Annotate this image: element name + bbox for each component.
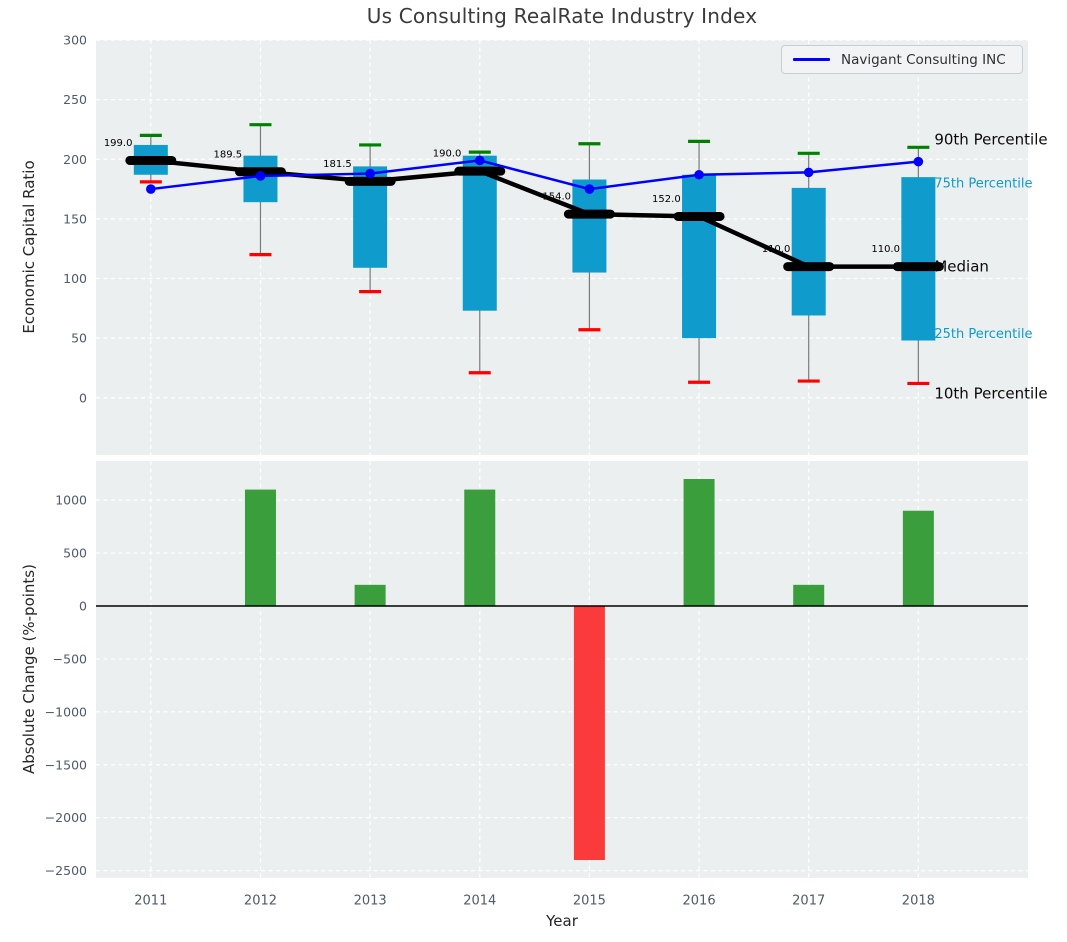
y-tick-label: 1000: [55, 493, 87, 508]
company-line: [150, 159, 919, 191]
x-tick-label: 2015: [573, 894, 606, 909]
median-value-label: 152.0: [652, 194, 681, 205]
change-bar: [902, 510, 934, 606]
y-tick-label: 250: [63, 92, 87, 107]
company-point: [255, 171, 266, 181]
y-tick-label: 0: [79, 598, 87, 613]
x-tick-label: 2017: [792, 894, 825, 909]
chart-title: Us Consulting RealRate Industry Index: [366, 4, 758, 28]
top-y-axis-label: Economic Capital Ratio: [20, 160, 38, 334]
top-axes-background: [96, 40, 1028, 455]
change-bar: [793, 584, 825, 606]
top-chart-svg: 0 50 100 150 200 250 300 199.0 189.5 181.5 190.0 15…: [63, 33, 1048, 455]
company-point: [913, 156, 924, 167]
percentile-label: Median: [934, 258, 989, 276]
percentile-label: 90th Percentile: [934, 130, 1047, 148]
change-bar: [573, 605, 605, 861]
company-point: [694, 169, 704, 180]
y-tick-label: −1000: [45, 704, 87, 719]
boxplot-box: [462, 155, 497, 311]
median-value-label: 199.0: [104, 138, 133, 149]
y-tick-label: 150: [63, 211, 87, 226]
legend-line-sample: [793, 58, 830, 61]
company-point: [146, 184, 156, 194]
change-bar: [244, 489, 276, 606]
boxplot-box: [901, 177, 936, 341]
x-axis-label: Year: [546, 912, 578, 930]
company-point: [803, 167, 814, 178]
y-tick-label: 50: [71, 331, 87, 346]
legend: Navigant Consulting INC: [781, 45, 1023, 74]
median-value-label: 110.0: [762, 244, 791, 255]
median-value-label: 110.0: [871, 244, 900, 255]
x-tick-label: 2012: [244, 894, 277, 909]
median-value-label: 181.5: [323, 159, 352, 170]
y-tick-label: −2500: [45, 863, 87, 878]
boxplot-box: [682, 174, 717, 339]
median-value-label: 190.0: [433, 149, 462, 160]
company-point: [474, 155, 485, 166]
x-tick-label: 2011: [134, 894, 167, 909]
change-bar: [683, 478, 715, 606]
x-tick-label: 2013: [354, 894, 387, 909]
y-tick-label: 200: [63, 152, 87, 167]
y-tick-label: −1500: [45, 757, 87, 772]
legend-label: Navigant Consulting INC: [841, 51, 1006, 68]
x-tick-label: 2016: [683, 894, 716, 909]
x-tick-label: 2018: [902, 894, 935, 909]
change-bar: [464, 489, 496, 606]
company-point: [584, 184, 595, 194]
company-point: [365, 168, 375, 179]
y-tick-label: 0: [79, 390, 87, 405]
change-bar: [354, 584, 386, 606]
x-tick-label: 2014: [463, 894, 496, 909]
y-tick-label: −500: [53, 651, 87, 666]
y-tick-label: 500: [63, 546, 87, 561]
median-value-label: 189.5: [213, 149, 242, 160]
boxplot-box: [791, 187, 826, 316]
bottom-chart-svg: 1000 500 0 −500 −1000 −1500 −2000 −2500 2011 2012…: [45, 461, 1028, 909]
y-tick-label: −2000: [45, 810, 87, 825]
bottom-y-axis-label: Absolute Change (%-points): [20, 564, 38, 774]
boxplot-box: [572, 179, 607, 273]
percentile-label: 25th Percentile: [934, 327, 1032, 342]
y-tick-label: 100: [63, 271, 87, 286]
percentile-label: 75th Percentile: [934, 177, 1032, 192]
median-value-label: 154.0: [542, 192, 571, 203]
percentile-label: 10th Percentile: [934, 384, 1047, 402]
y-tick-label: 300: [63, 33, 87, 48]
